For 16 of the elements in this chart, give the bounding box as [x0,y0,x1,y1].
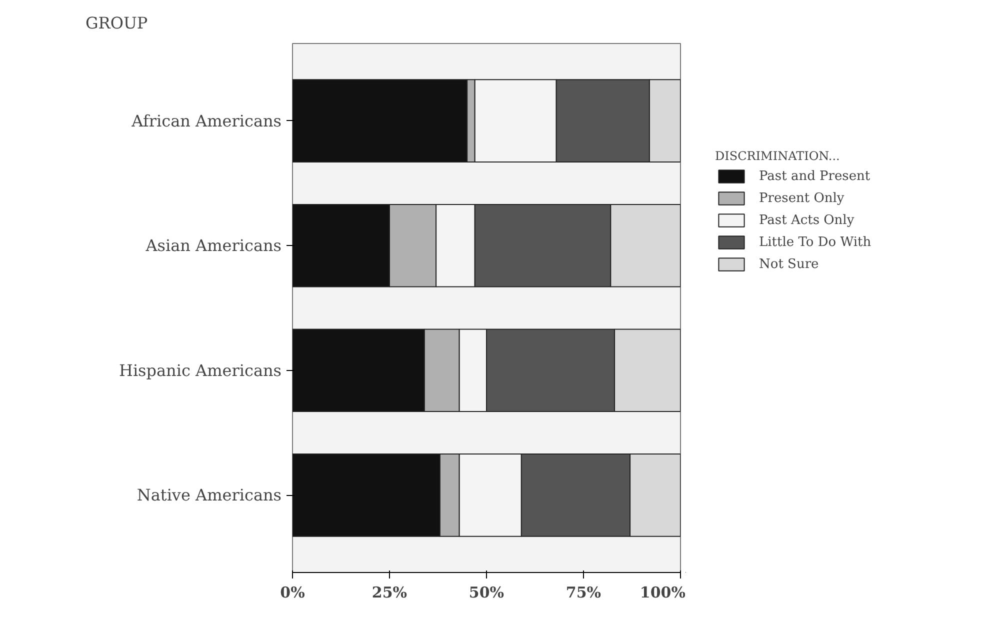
legend-label: Not Sure [759,256,819,272]
legend-label: Present Only [759,190,844,206]
y-tick-label: Asian Americans [144,236,282,256]
x-tick-label: 100% [640,584,686,602]
x-tick-label: 50% [468,584,504,602]
x-tick-label: 0% [280,584,305,602]
y-tick-label: Hispanic Americans [118,360,282,380]
legend-label: Past and Present [759,168,870,184]
x-tick-label: 75% [566,584,602,602]
legend-label: Little To Do With [759,234,872,250]
y-tick-label: Native Americans [136,486,282,505]
legend-title: DISCRIMINATION... [715,149,841,163]
x-tick-label: 25% [372,584,408,602]
legend-label: Past Acts Only [759,212,854,228]
y-tick-label: African Americans [130,111,282,130]
y-axis-title: GROUP [86,14,148,32]
